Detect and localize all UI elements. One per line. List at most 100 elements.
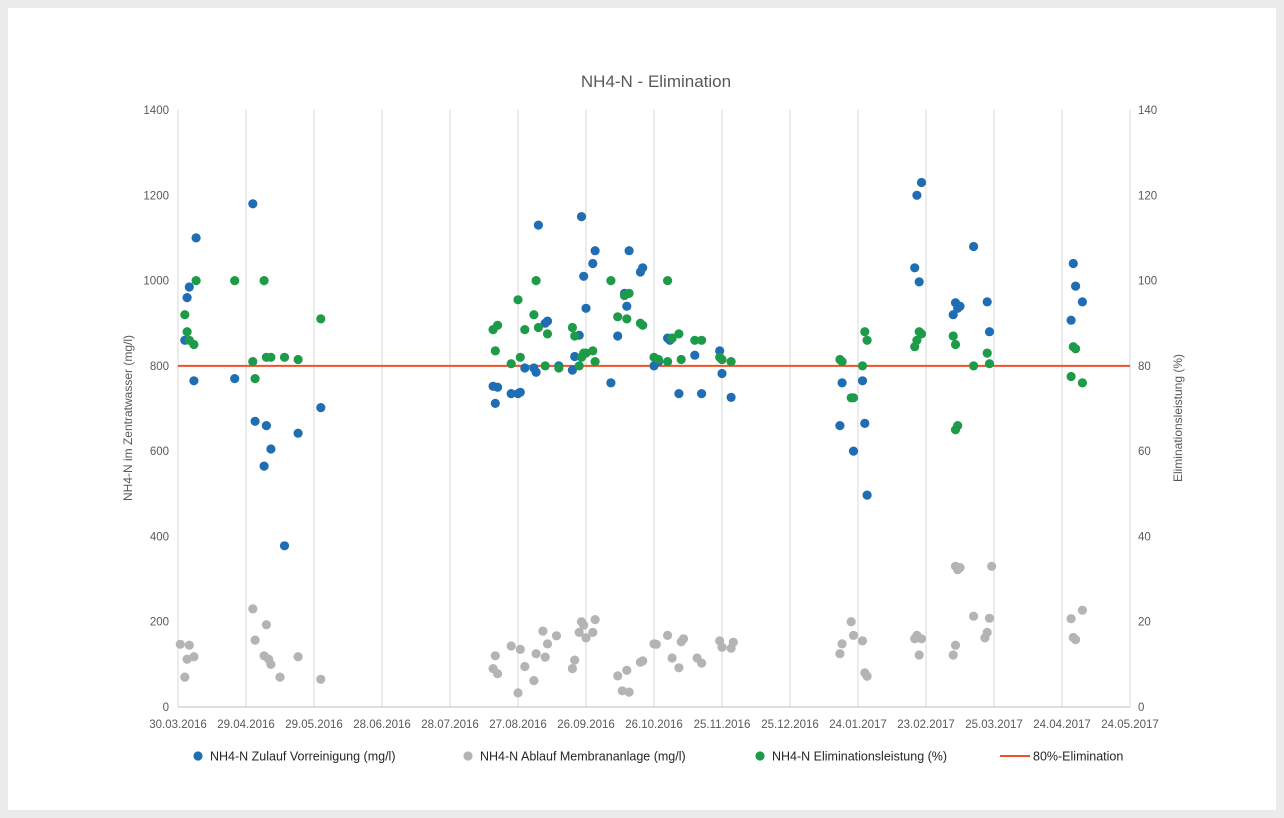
- data-point: [726, 392, 736, 402]
- x-tick-label: 24.04.2017: [1033, 719, 1091, 731]
- data-point: [490, 398, 500, 408]
- series-1: [175, 561, 1087, 698]
- data-point: [860, 418, 870, 428]
- legend-item: NH4-N Eliminationsleistung (%): [755, 750, 947, 764]
- data-point: [540, 361, 550, 371]
- data-point: [540, 652, 550, 662]
- data-point: [581, 303, 591, 313]
- data-point: [567, 365, 578, 375]
- data-point: [248, 199, 258, 209]
- data-point: [606, 378, 616, 388]
- data-point: [490, 346, 500, 356]
- data-point: [493, 382, 503, 392]
- data-point: [266, 659, 276, 670]
- data-point: [576, 212, 587, 222]
- tick-labels: 30.03.2016 29.04.2016 29.05.2016 28.06.2016…: [143, 105, 1158, 731]
- data-point: [982, 348, 992, 358]
- data-point: [726, 357, 736, 367]
- x-tick-label: 23.02.2017: [897, 719, 955, 731]
- data-point: [189, 652, 199, 662]
- data-point: [570, 351, 580, 362]
- data-point: [175, 639, 185, 649]
- y-tick-label-right: 120: [1138, 190, 1157, 202]
- data-point: [862, 671, 872, 681]
- data-point: [590, 357, 600, 367]
- data-point: [515, 387, 525, 397]
- data-point: [1071, 281, 1081, 291]
- y-axis-label-left: NH4-N im Zentratwasser (mg/l): [121, 335, 135, 501]
- data-point: [638, 656, 648, 666]
- data-point: [622, 665, 632, 675]
- data-point: [860, 327, 870, 337]
- data-point: [697, 389, 707, 399]
- data-point: [651, 639, 661, 649]
- data-point: [1066, 315, 1076, 325]
- data-point: [184, 282, 194, 292]
- x-tick-label: 28.07.2016: [421, 719, 479, 731]
- legend-marker: [193, 751, 203, 761]
- data-point: [948, 310, 958, 320]
- data-point: [554, 363, 564, 373]
- data-point: [184, 640, 194, 650]
- data-point: [261, 620, 271, 630]
- data-point: [259, 461, 269, 471]
- data-point: [617, 686, 627, 696]
- data-point: [513, 295, 523, 305]
- data-point: [624, 288, 634, 298]
- data-point: [248, 604, 258, 614]
- data-point: [1066, 614, 1076, 624]
- data-point: [275, 672, 285, 682]
- data-point: [667, 653, 677, 663]
- y-tick-label-left: 0: [163, 702, 169, 714]
- data-point: [663, 357, 673, 367]
- data-point: [266, 444, 276, 454]
- data-point: [293, 428, 303, 438]
- y-tick-label-right: 80: [1138, 361, 1151, 373]
- data-point: [551, 631, 562, 641]
- y-tick-label-right: 140: [1138, 105, 1157, 117]
- data-point: [690, 350, 700, 360]
- data-point: [857, 376, 868, 386]
- data-point: [520, 363, 530, 373]
- data-point: [846, 617, 856, 627]
- data-point: [969, 361, 979, 371]
- data-point: [667, 333, 677, 343]
- data-point: [506, 389, 516, 399]
- data-point: [835, 421, 845, 431]
- x-tick-label: 27.08.2016: [489, 719, 547, 731]
- data-point: [588, 627, 598, 638]
- data-point: [1077, 297, 1087, 307]
- y-tick-label-right: 40: [1138, 531, 1151, 543]
- data-point: [248, 357, 258, 367]
- x-tick-label: 26.10.2016: [625, 719, 683, 731]
- data-point: [862, 490, 872, 500]
- data-point: [848, 446, 859, 456]
- legend-label: NH4-N Zulauf Vorreinigung (mg/l): [210, 750, 396, 764]
- data-point: [950, 640, 961, 650]
- data-point: [542, 316, 553, 326]
- data-point: [862, 335, 872, 345]
- x-tick-label: 30.03.2016: [149, 719, 207, 731]
- data-point: [531, 276, 541, 286]
- data-point: [953, 421, 963, 431]
- data-point: [837, 357, 847, 367]
- y-tick-label-right: 0: [1138, 702, 1144, 714]
- data-point: [579, 271, 589, 281]
- data-point: [717, 642, 727, 652]
- data-point: [316, 314, 326, 324]
- data-point: [948, 650, 958, 660]
- data-point: [515, 644, 525, 655]
- data-point: [728, 637, 738, 647]
- data-point: [916, 177, 927, 188]
- data-point: [987, 561, 997, 571]
- data-point: [266, 352, 276, 362]
- data-point: [674, 663, 684, 673]
- data-point: [622, 314, 632, 324]
- data-point: [982, 627, 992, 638]
- data-point: [182, 327, 192, 337]
- data-point: [579, 620, 589, 630]
- data-point: [663, 276, 673, 286]
- data-point: [653, 354, 664, 365]
- data-point: [515, 352, 525, 362]
- data-point: [624, 687, 634, 697]
